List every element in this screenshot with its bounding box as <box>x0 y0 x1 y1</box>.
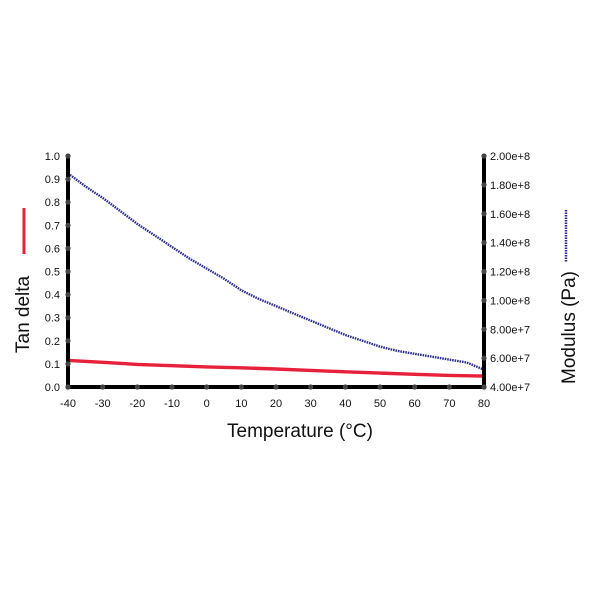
right-y-tick-label: 4.00e+7 <box>490 382 530 394</box>
left-legend: Tan delta <box>13 208 34 353</box>
left-y-tick-mark <box>65 292 71 298</box>
right-y-tick-mark <box>481 182 487 188</box>
x-tick-mark <box>134 384 140 390</box>
left-y-tick-mark <box>65 199 71 205</box>
right-y-tick-mark <box>481 326 487 332</box>
x-tick-label: 80 <box>478 398 490 410</box>
x-tick-label: -10 <box>164 398 180 410</box>
left-y-tick-mark <box>65 153 71 159</box>
x-tick-label: 30 <box>305 398 317 410</box>
right-y-tick-label: 2.00e+8 <box>490 151 530 163</box>
x-tick-mark <box>100 384 106 390</box>
right-y-axis-title: Modulus (Pa) <box>559 271 580 384</box>
left-y-tick-mark <box>65 245 71 251</box>
left-y-tick-mark <box>65 176 71 182</box>
left-y-tick-label: 0.3 <box>45 313 60 325</box>
right-y-tick-label: 1.00e+8 <box>490 295 530 307</box>
right-y-tick-label: 1.80e+8 <box>490 180 530 192</box>
tan-delta-series-line <box>67 358 485 378</box>
left-y-tick-label: 0.2 <box>45 336 60 348</box>
left-y-tick-mark <box>65 315 71 321</box>
left-y-tick-mark <box>65 338 71 344</box>
left-y-tick-label: 0.1 <box>45 359 60 371</box>
x-tick-label: 70 <box>443 398 455 410</box>
left-y-tick-label: 0.5 <box>45 267 60 279</box>
right-y-tick-label: 8.00e+7 <box>490 324 530 336</box>
x-tick-label: 0 <box>204 398 210 410</box>
right-y-tick-mark <box>481 211 487 217</box>
right-y-tick-mark <box>481 297 487 303</box>
right-y-tick-mark <box>481 355 487 361</box>
x-tick-mark <box>446 384 452 390</box>
x-tick-mark <box>377 384 383 390</box>
right-y-tick-label: 1.60e+8 <box>490 209 530 221</box>
right-legend: Modulus (Pa) <box>559 210 580 384</box>
left-y-tick-label: 0.4 <box>45 290 60 302</box>
right-y-tick-mark <box>481 153 487 159</box>
x-tick-mark <box>169 384 175 390</box>
x-tick-label: 50 <box>374 398 386 410</box>
left-y-tick-mark <box>65 268 71 275</box>
right-y-tick-label: 1.40e+8 <box>490 238 530 250</box>
right-y-tick-mark <box>481 384 487 390</box>
x-tick-mark <box>342 384 348 390</box>
left-y-tick-label: 0.0 <box>45 382 60 394</box>
right-y-tick-label: 1.20e+8 <box>490 267 530 279</box>
x-axis-title: Temperature (°C) <box>227 421 373 442</box>
right-y-tick-label: 6.00e+7 <box>490 353 530 365</box>
left-y-tick-label: 1.0 <box>45 151 60 163</box>
right-y-tick-mark <box>481 268 487 275</box>
x-tick-label: -30 <box>95 398 111 410</box>
x-tick-mark <box>238 384 244 390</box>
left-y-axis-title: Tan delta <box>13 275 34 353</box>
left-y-tick-label: 0.8 <box>45 197 60 209</box>
left-y-tick-label: 0.6 <box>45 243 60 255</box>
right-y-tick-mark <box>481 240 487 246</box>
modulus-series-line <box>67 172 485 371</box>
x-tick-label: -40 <box>60 398 76 410</box>
left-y-tick-label: 0.7 <box>45 220 60 232</box>
x-tick-label: 60 <box>409 398 421 410</box>
x-tick-label: 20 <box>270 398 282 410</box>
left-y-tick-mark <box>65 361 71 367</box>
left-y-tick-mark <box>65 384 71 390</box>
x-tick-mark <box>273 384 279 390</box>
x-tick-label: -20 <box>129 398 145 410</box>
x-tick-mark <box>308 384 314 390</box>
x-tick-label: 10 <box>235 398 247 410</box>
x-tick-mark <box>204 384 210 390</box>
x-tick-mark <box>412 384 418 390</box>
left-y-tick-mark <box>65 222 71 228</box>
x-tick-label: 40 <box>339 398 351 410</box>
left-y-tick-label: 0.9 <box>45 174 60 186</box>
